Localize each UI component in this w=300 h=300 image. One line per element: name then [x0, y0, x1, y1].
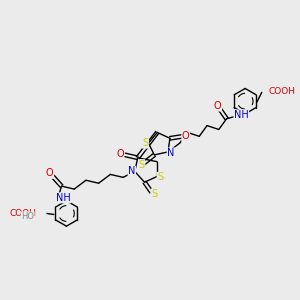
Text: O: O	[182, 131, 189, 141]
Text: HO: HO	[21, 212, 34, 221]
Text: N: N	[167, 148, 175, 158]
Text: O: O	[46, 168, 54, 178]
Text: NH: NH	[56, 193, 71, 203]
Text: N: N	[128, 167, 136, 176]
Text: S: S	[157, 172, 163, 182]
Text: S: S	[142, 138, 148, 148]
Text: COOH: COOH	[9, 209, 36, 218]
Text: S: S	[139, 160, 145, 170]
Text: S: S	[151, 189, 158, 199]
Text: COOH: COOH	[268, 87, 296, 96]
Text: O: O	[214, 101, 222, 111]
Text: O: O	[116, 149, 124, 159]
Text: NH: NH	[234, 110, 249, 120]
